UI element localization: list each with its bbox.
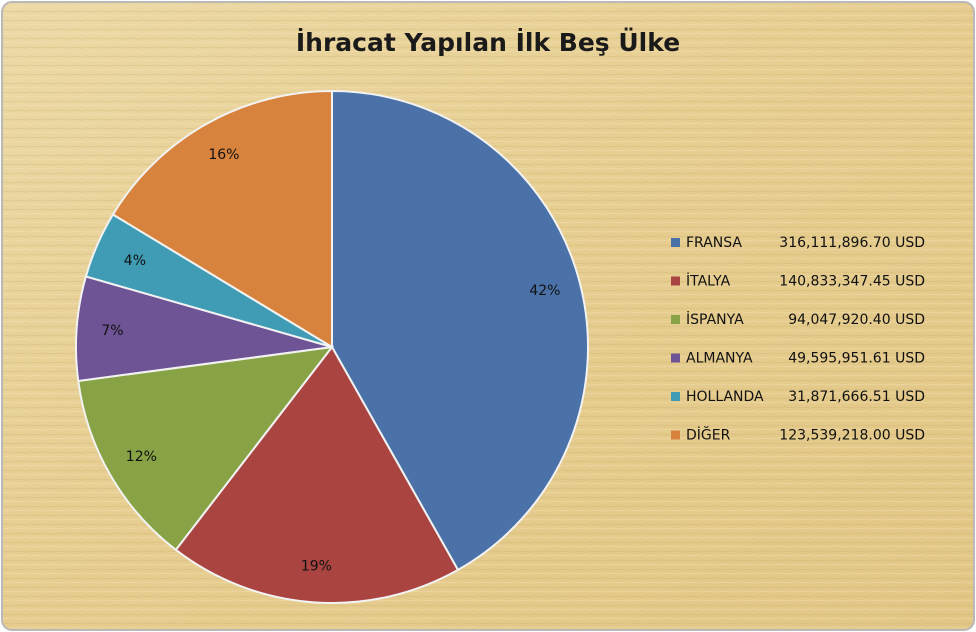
legend-swatch — [671, 238, 680, 247]
legend-amount: 94,047,920.40 USD — [788, 312, 925, 328]
data-label: 16% — [208, 147, 239, 163]
legend-swatch — [671, 430, 680, 440]
legend-amount: 31,871,666.51 USD — [788, 389, 925, 405]
legend-label: ALMANYA — [686, 351, 753, 367]
legend-label: HOLLANDA — [686, 389, 764, 405]
legend-amount: 123,539,218.00 USD — [779, 428, 925, 444]
data-label: 19% — [301, 559, 332, 575]
legend-label: İTALYA — [686, 272, 731, 290]
data-label: 7% — [101, 323, 123, 339]
legend-label: FRANSA — [686, 235, 742, 251]
legend-swatch — [671, 276, 680, 286]
legend-amount: 140,833,347.45 USD — [779, 274, 925, 290]
legend-swatch — [671, 392, 680, 401]
legend-swatch — [671, 315, 680, 324]
legend-label: İSPANYA — [686, 310, 744, 328]
data-label: 12% — [126, 449, 157, 465]
legend-label: DİĞER — [686, 426, 731, 444]
pie-slice — [77, 345, 335, 552]
legend-amount: 49,595,951.61 USD — [788, 351, 925, 367]
pie-slice — [174, 345, 460, 604]
pie-slice — [111, 89, 333, 349]
data-label: 42% — [529, 283, 560, 299]
legend-swatch — [671, 353, 680, 363]
pie-slice — [331, 89, 589, 572]
chart-title: İhracat Yapılan İlk Beş Ülke — [296, 27, 680, 57]
legend-amount: 316,111,896.70 USD — [779, 235, 925, 251]
data-label: 4% — [124, 253, 146, 269]
